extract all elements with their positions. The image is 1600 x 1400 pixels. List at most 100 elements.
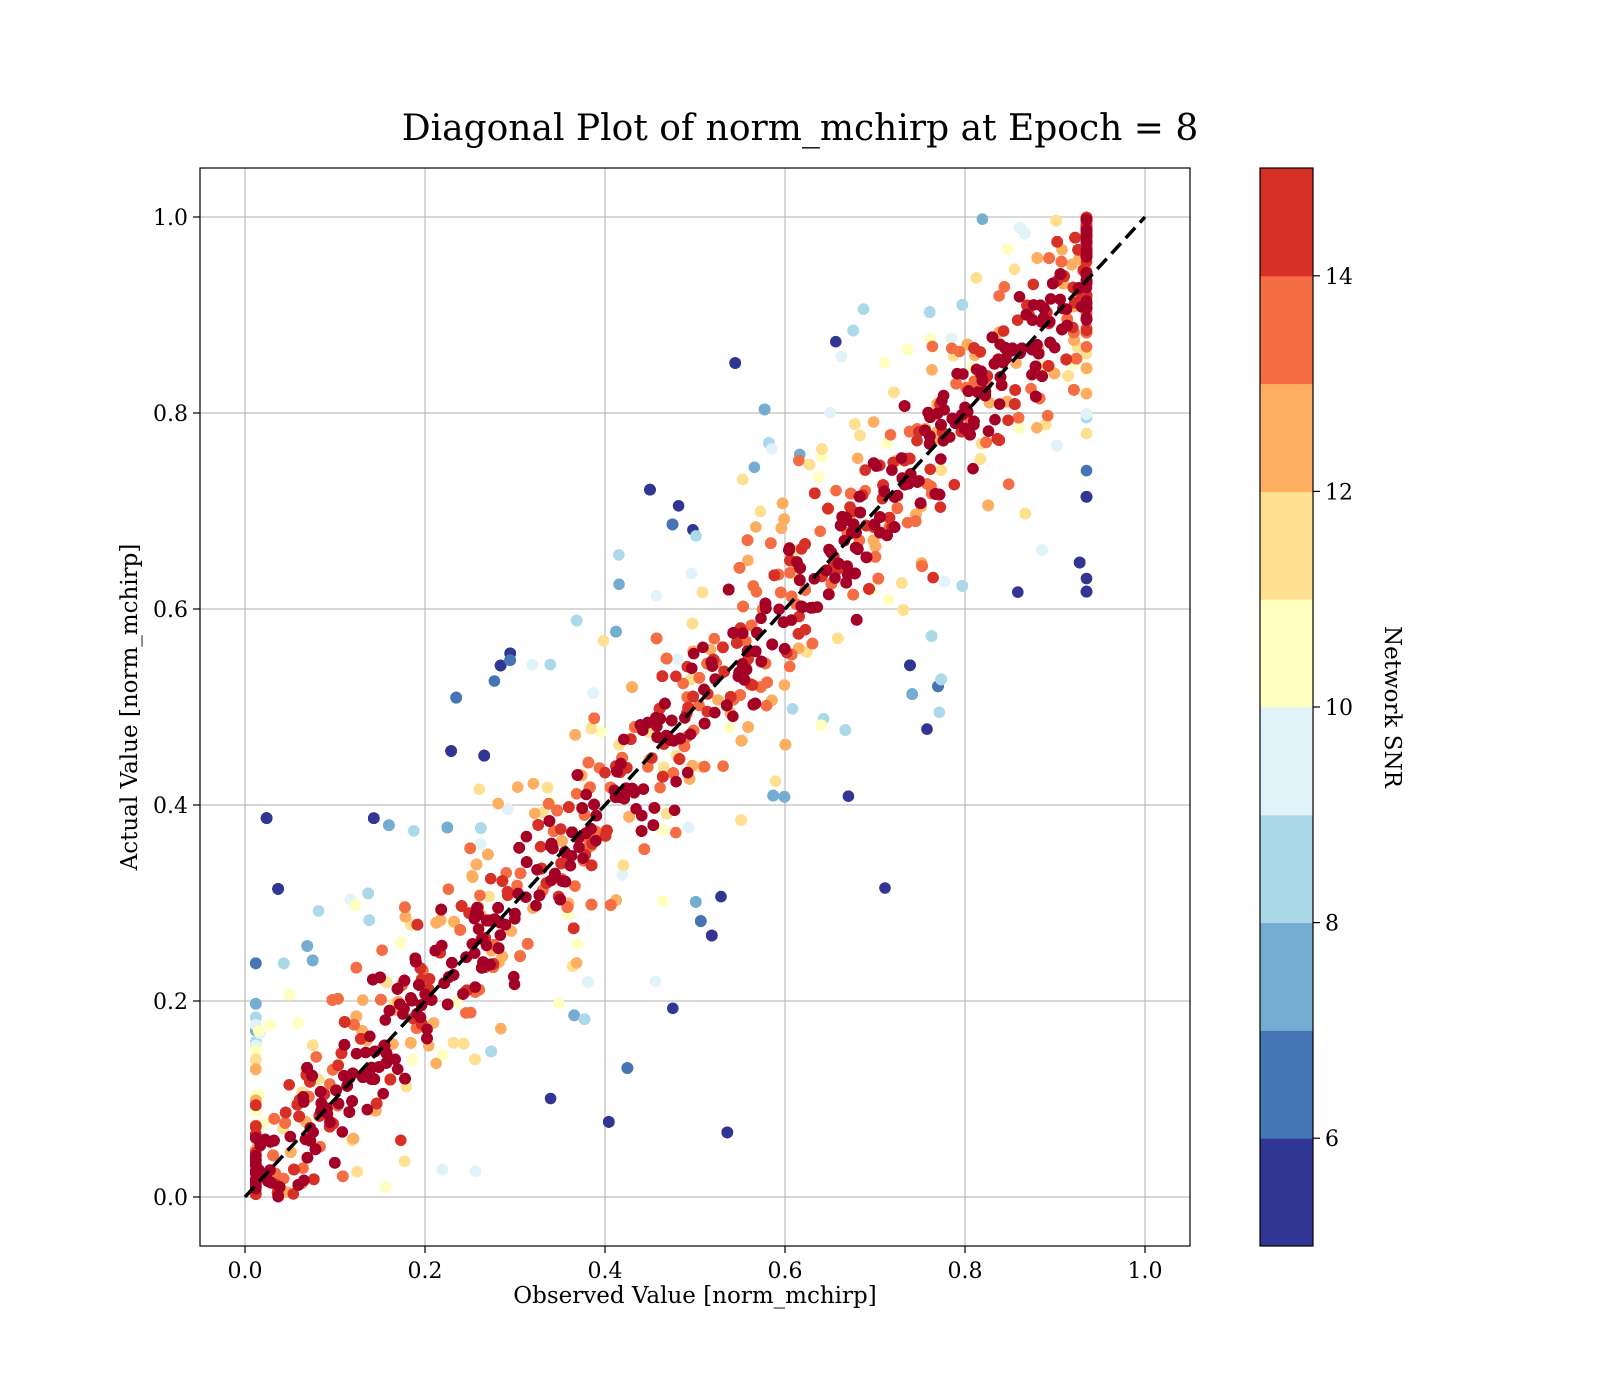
scatter-point [264,1019,276,1031]
colorbar-segment [1260,814,1313,924]
colorbar-tick-label: 10 [1325,696,1353,721]
scatter-point [758,403,771,416]
scatter-point [830,484,842,497]
scatter-point [561,901,574,913]
scatter-point [956,580,969,592]
scatter-point [1044,293,1057,305]
scatter-point [806,637,819,650]
scatter-point [544,658,557,671]
scatter-point [867,457,880,470]
scatter-point [735,735,748,747]
scatter-point [849,541,862,554]
scatter-point [670,826,682,839]
scatter-point [904,659,916,672]
scatter-point [935,464,947,476]
scatter-point [1019,227,1031,240]
scatter-point [1012,586,1024,598]
scatter-point [982,425,995,437]
scatter-point [590,834,602,847]
scatter-point [545,840,557,853]
scatter-point [799,538,811,550]
scatter-point [613,549,625,561]
scatter-point [999,341,1011,354]
scatter-point [301,940,314,952]
scatter-point [832,557,845,570]
scatter-point [399,910,412,923]
scatter-point [734,689,746,701]
chart-title: Diagonal Plot of norm_mchirp at Epoch = … [402,108,1199,149]
scatter-point [423,973,436,985]
scatter-point [425,994,438,1006]
scatter-point [293,1110,305,1123]
scatter-point [626,782,639,795]
scatter-point [533,889,546,902]
scatter-point [306,954,319,967]
x-tick-label: 0.4 [588,1259,623,1284]
scatter-point [1080,427,1093,440]
scatter-point [528,807,541,820]
colorbar-segment [1260,1030,1313,1139]
scatter-point [1034,299,1047,312]
scatter-point [1042,360,1055,372]
scatter-point [681,766,694,779]
scatter-point [642,716,654,729]
scatter-point [972,386,984,399]
scatter-point [735,814,747,826]
scatter-point [650,632,663,645]
scatter-point [1036,370,1048,383]
y-tick-label: 0.4 [153,794,188,819]
scatter-point [585,859,598,872]
scatter-point [549,867,561,880]
scatter-point [765,537,777,549]
scatter-point [994,371,1007,383]
scatter-point [343,1106,356,1118]
scatter-point [553,997,565,1010]
scatter-point [434,914,447,926]
scatter-point [466,869,478,882]
scatter-point [394,937,407,949]
scatter-point [723,721,736,734]
scatter-point [504,654,516,666]
scatter-point [857,303,870,315]
scatter-point [727,627,739,639]
scatter-point [501,889,514,902]
scatter-point [755,655,768,668]
scatter-point [527,777,540,790]
scatter-point [1002,478,1015,491]
scatter-point [250,1120,262,1133]
scatter-point [1066,258,1078,271]
scatter-point [411,1007,423,1020]
scatter-point [717,760,729,772]
scatter-point [408,825,420,837]
scatter-point [845,487,857,500]
scatter-point [823,588,835,601]
scatter-point [389,1053,402,1066]
scatter-point [659,697,671,710]
scatter-point [822,502,834,515]
scatter-point [554,893,566,906]
scatter-point [464,842,477,855]
scatter-point [830,335,842,348]
scatter-point [494,659,507,672]
scatter-point [859,464,871,476]
scatter-point [379,1180,392,1193]
scatter-point [1080,572,1093,585]
scatter-point [623,811,635,823]
scatter-point [357,994,369,1006]
scatter-point [778,791,791,803]
scatter-point [1019,507,1032,520]
scatter-point [355,1033,367,1045]
scatter-point [976,213,989,225]
scatter-point [962,385,975,397]
scatter-point [1020,308,1033,321]
scatter-point [919,424,931,437]
scatter-point [993,434,1005,447]
scatter-point [686,662,698,675]
scatter-point [307,1126,320,1138]
x-axis-label: Observed Value [norm_mchirp] [513,1283,876,1309]
scatter-point [937,389,950,402]
scatter-point [250,1063,262,1076]
scatter-point [531,864,543,876]
scatter-point [945,342,958,355]
scatter-point [457,1037,470,1050]
